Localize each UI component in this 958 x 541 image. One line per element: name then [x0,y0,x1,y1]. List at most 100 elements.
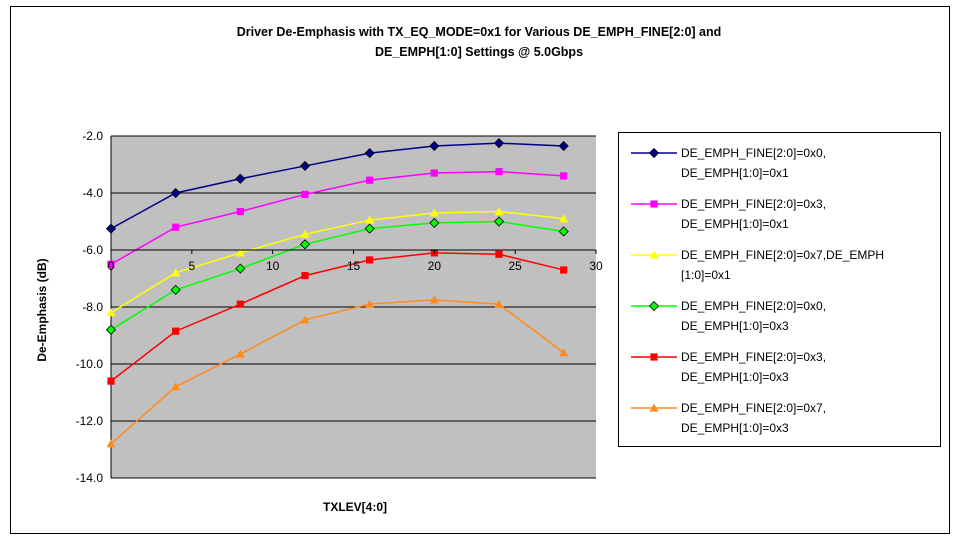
data-point [494,207,504,216]
data-point [236,207,244,216]
y-tick-label: -10.0 [76,357,104,371]
legend-label-line: DE_EMPH[1:0]=0x3 [681,421,789,435]
y-tick-label: -6.0 [82,243,103,257]
data-point [171,382,181,391]
legend-label: DE_EMPH_FINE[2:0]=0x0, DE_EMPH[1:0]=0x3 [681,296,937,336]
series-1 [105,138,569,234]
data-point [648,300,660,312]
legend-item: DE_EMPH_FINE[2:0]=0x3, DE_EMPH[1:0]=0x1 [619,194,939,234]
data-point [105,324,117,335]
legend-label: DE_EMPH_FINE[2:0]=0x7,DE_EMPH [1:0]=0x1 [681,245,937,285]
legend-label-line: DE_EMPH[1:0]=0x3 [681,370,789,384]
series-5 [107,249,568,385]
x-tick-label: 15 [347,259,361,273]
data-point [648,147,660,159]
x-tick-label: 10 [266,259,280,273]
legend-label-line: DE_EMPH[1:0]=0x1 [681,166,789,180]
y-tick-label: -12.0 [76,414,104,428]
data-point [172,327,180,335]
data-point [301,272,309,280]
data-point [105,223,117,234]
legend-label: DE_EMPH_FINE[2:0]=0x3, DE_EMPH[1:0]=0x3 [681,347,937,387]
series-line [110,220,564,331]
data-point [366,256,374,264]
data-point [558,226,569,237]
data-point [493,216,505,227]
data-point [106,439,116,448]
legend-swatch [631,300,677,312]
legend-label-line: DE_EMPH_FINE[2:0]=0x0, [681,299,827,313]
chart-title-line-2: DE_EMPH[1:0] Settings @ 5.0Gbps [374,45,584,59]
x-axis-label: TXLEV[4:0] [323,500,387,514]
series-4 [105,216,569,335]
y-tick-label: -14.0 [76,471,104,485]
data-point [495,250,503,258]
data-point [429,295,439,304]
legend-item: DE_EMPH_FINE[2:0]=0x7,DE_EMPH [1:0]=0x1 [619,245,939,285]
y-tick-label: -2.0 [82,129,103,143]
y-tick-label: -4.0 [82,186,103,200]
data-point [429,217,440,228]
x-tick-label: 0 [108,259,115,273]
legend-label: DE_EMPH_FINE[2:0]=0x7, DE_EMPH[1:0]=0x3 [681,398,937,438]
x-tick-label: 30 [589,259,603,273]
data-point [364,223,375,234]
data-point [235,349,245,358]
data-point [649,250,659,259]
legend-item: DE_EMPH_FINE[2:0]=0x7, DE_EMPH[1:0]=0x3 [619,398,939,438]
data-point [235,263,246,274]
legend-label: DE_EMPH_FINE[2:0]=0x3, DE_EMPH[1:0]=0x1 [681,194,937,234]
data-point [171,268,181,277]
data-point [236,300,244,308]
legend-label-line: [1:0]=0x1 [681,268,731,282]
data-point [429,208,439,217]
y-tick-label: -8.0 [82,300,103,314]
series-line [110,252,564,382]
x-tick-label: 5 [188,259,195,273]
y-axis-label: De-Emphasis (dB) [35,258,49,361]
series-line [110,142,564,230]
data-point [300,315,310,324]
data-point [170,284,181,295]
data-point [366,176,374,184]
data-point [235,173,246,184]
legend-label-line: DE_EMPH_FINE[2:0]=0x7, [681,401,827,415]
legend-item: DE_EMPH_FINE[2:0]=0x0, DE_EMPH[1:0]=0x1 [619,143,939,183]
series-line [110,170,564,265]
data-point [300,229,310,238]
data-point [107,260,115,268]
legend-item: DE_EMPH_FINE[2:0]=0x3, DE_EMPH[1:0]=0x3 [619,347,939,387]
data-point [649,403,659,412]
data-point [299,160,311,171]
data-point [650,353,658,361]
series-line [110,299,565,445]
data-point [493,138,505,149]
data-point [172,223,180,231]
series-3 [106,207,569,317]
data-point [299,239,311,250]
legend-label-line: DE_EMPH[1:0]=0x1 [681,217,789,231]
data-point [301,190,309,199]
data-point [429,140,440,152]
data-point [650,200,658,208]
legend-label-line: DE_EMPH_FINE[2:0]=0x3, [681,197,827,211]
chart-legend: DE_EMPH_FINE[2:0]=0x0, DE_EMPH[1:0]=0x1 DE… [618,132,941,447]
x-tick-label: 20 [428,259,442,273]
chart-title-line-1: Driver De-Emphasis with TX_EQ_MODE=0x1 f… [236,25,722,39]
data-point [364,148,375,159]
data-point [559,348,569,357]
legend-label-line: DE_EMPH_FINE[2:0]=0x0, [681,146,827,160]
series-line [110,210,564,314]
legend-label-line: DE_EMPH[1:0]=0x3 [681,319,789,333]
data-point [560,266,568,274]
legend-swatch [631,353,677,361]
legend-label-line: DE_EMPH_FINE[2:0]=0x3, [681,350,827,364]
data-point [106,308,116,317]
data-point [107,377,115,385]
legend-swatch [631,250,677,259]
data-point [559,214,569,223]
x-tick-label: 25 [508,259,522,273]
data-point [235,248,245,257]
legend-label-line: DE_EMPH_FINE[2:0]=0x7,DE_EMPH [681,248,885,262]
